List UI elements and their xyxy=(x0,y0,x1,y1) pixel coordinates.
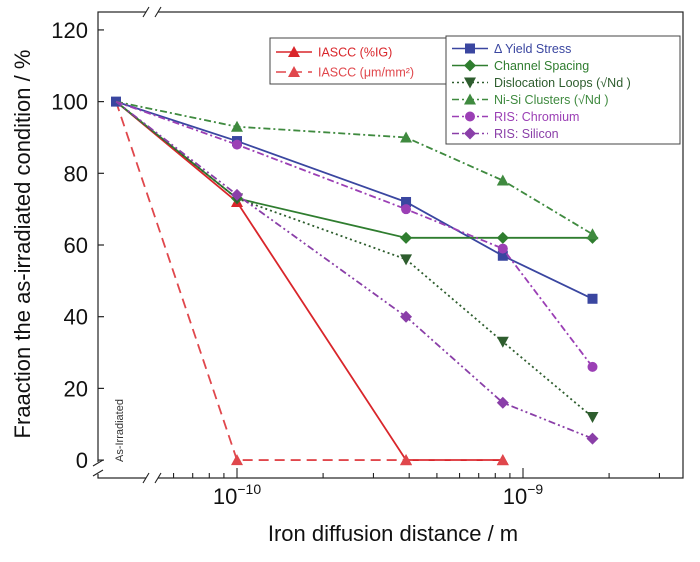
legend-right-box xyxy=(445,35,681,145)
y-tick-label: 120 xyxy=(51,18,88,43)
legend-marker xyxy=(464,93,476,105)
series-point xyxy=(400,310,413,323)
legend-right: Δ Yield Stress Channel Spacing Dislocation… xyxy=(445,35,681,145)
axis-break-left xyxy=(92,459,104,477)
series-point xyxy=(400,454,413,466)
series-1 xyxy=(115,101,509,466)
axis-break-bottom xyxy=(142,472,162,484)
y-tick-label: 20 xyxy=(64,376,88,401)
legend-marker xyxy=(465,111,475,122)
y-axis-title: Fraaction the as-irradiated condition / … xyxy=(10,50,35,439)
y-tick-label: 60 xyxy=(64,233,88,258)
legend-label: IASCC (μm/mm²) xyxy=(318,66,414,80)
legend-label: Ni-Si Clusters (√Nd ) xyxy=(494,93,609,107)
series-5 xyxy=(115,100,599,240)
series-point xyxy=(586,228,599,240)
axis-break-left-gap xyxy=(95,462,101,474)
y-tick-label: 100 xyxy=(51,90,88,115)
x-tick-label: 10−9 xyxy=(503,481,544,509)
series-point xyxy=(586,432,599,445)
series-line xyxy=(115,100,594,418)
y-tick-label: 0 xyxy=(76,448,88,473)
series-point xyxy=(496,231,509,244)
y-tick-label: 40 xyxy=(64,305,88,330)
series-point xyxy=(497,250,508,261)
series-point xyxy=(400,254,413,266)
x-axis-title: Iron diffusion distance / m xyxy=(268,521,518,546)
legend-marker xyxy=(288,46,300,57)
series-point xyxy=(401,204,412,215)
series-point xyxy=(496,336,509,348)
series-point xyxy=(496,174,509,186)
series-point xyxy=(496,396,509,409)
series-4 xyxy=(115,100,599,424)
series-point xyxy=(231,454,243,466)
axis-break-bottom-gap xyxy=(146,475,158,481)
legend-marker xyxy=(464,77,476,89)
axis-break-top xyxy=(142,6,162,18)
series-6 xyxy=(115,100,598,372)
series-point xyxy=(587,361,598,372)
series-point xyxy=(401,196,412,207)
legend-marker xyxy=(288,66,300,77)
legend-left-box xyxy=(269,37,451,85)
series-point xyxy=(497,243,508,254)
series-point xyxy=(496,454,509,466)
x-tick-label: 10−10 xyxy=(213,481,261,509)
series-line xyxy=(115,101,503,461)
axis-break-top-gap xyxy=(146,9,158,15)
legend-label: RIS: Chromium xyxy=(494,110,579,124)
series-point xyxy=(587,293,598,304)
legend-marker xyxy=(464,127,476,140)
series-point xyxy=(400,231,413,244)
legend-marker xyxy=(465,43,475,54)
series-line xyxy=(115,100,593,440)
legend-label: IASCC (%IG) xyxy=(318,46,392,60)
series-line xyxy=(115,100,594,368)
series-7 xyxy=(115,100,599,445)
legend-marker xyxy=(464,59,476,72)
series-point xyxy=(231,188,243,201)
y-tick-label: 80 xyxy=(64,161,88,186)
series-point xyxy=(586,412,599,424)
series-point xyxy=(231,120,243,132)
series-point xyxy=(400,131,413,143)
as-irradiated-annotation: As-Irradiated xyxy=(114,399,126,462)
legend-label: RIS: Silicon xyxy=(494,127,559,141)
legend-label: Dislocation Loops (√Nd ) xyxy=(494,76,631,90)
series-point xyxy=(232,139,242,150)
legend-left: IASCC (%IG) IASCC (μm/mm²) xyxy=(269,37,451,85)
legend-label: Channel Spacing xyxy=(494,59,589,73)
legend-label: Δ Yield Stress xyxy=(494,42,571,56)
